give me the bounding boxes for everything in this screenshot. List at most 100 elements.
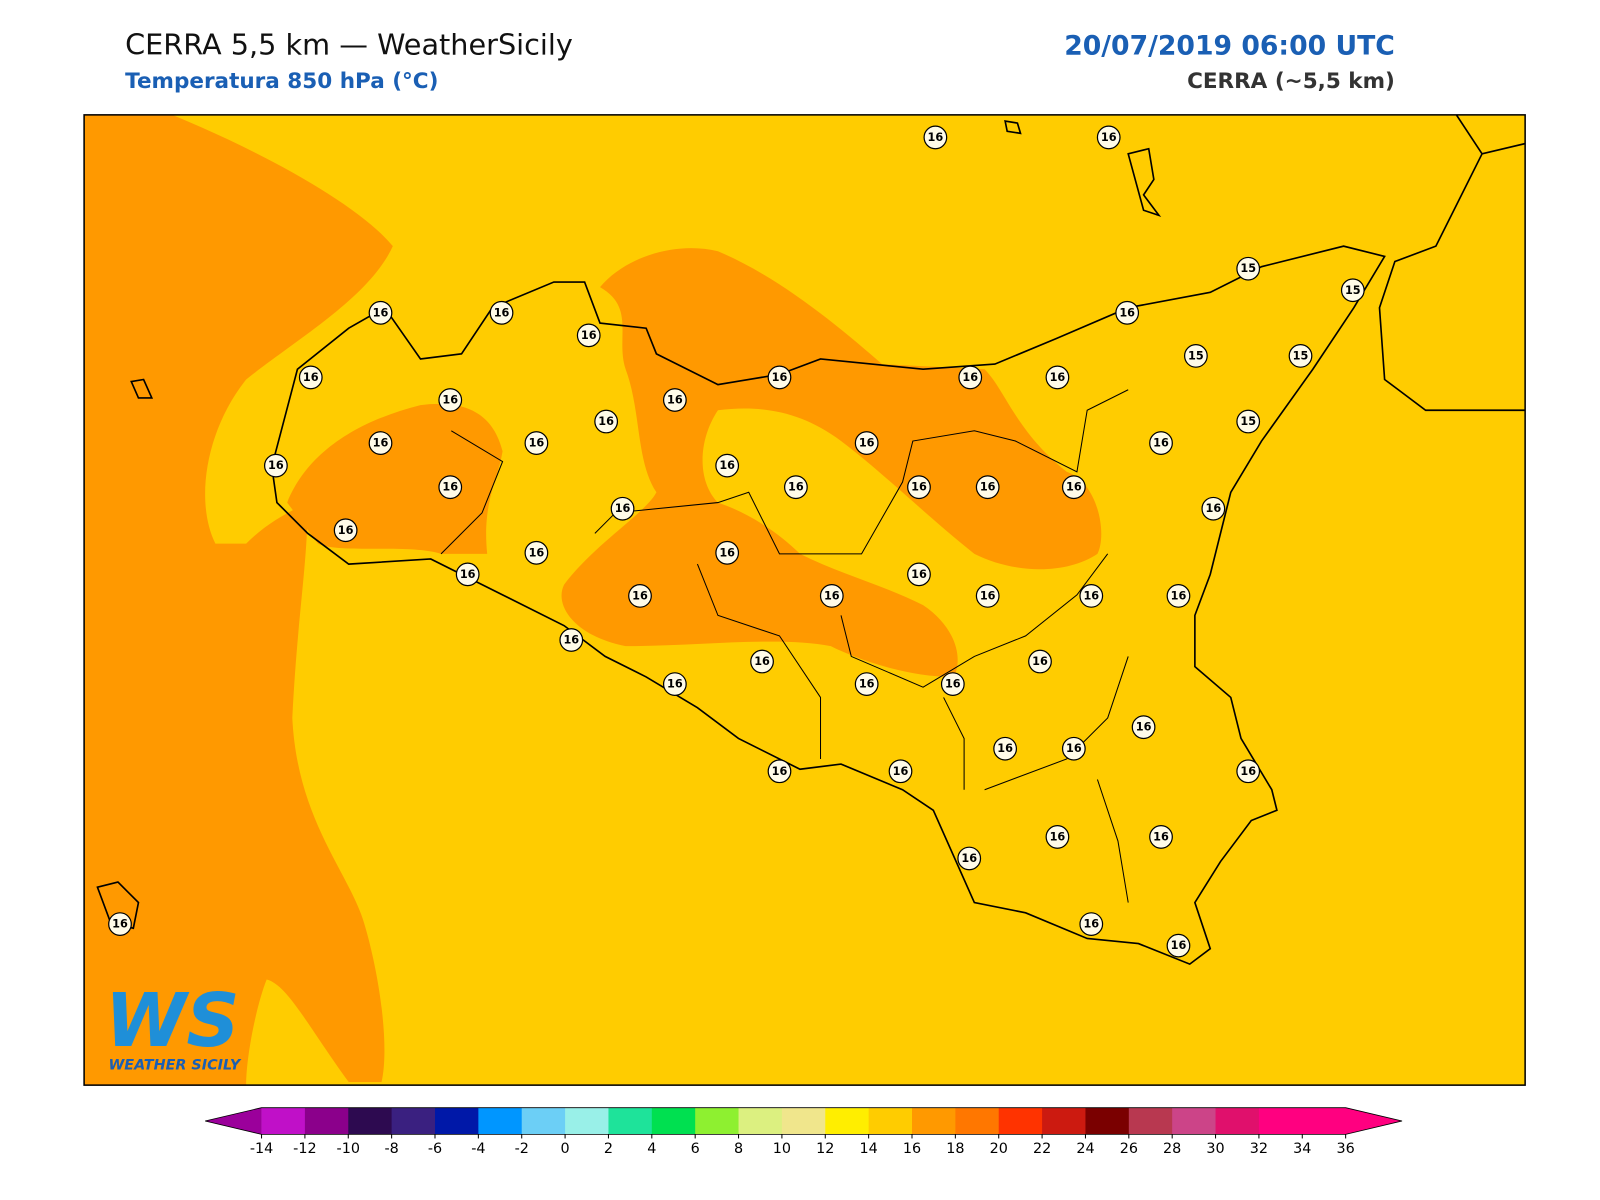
station-value: 16 bbox=[980, 589, 996, 602]
station-marker bbox=[854, 431, 879, 455]
colorbar-swatch bbox=[1215, 1107, 1260, 1135]
station-marker bbox=[662, 388, 687, 412]
station: 16 bbox=[455, 562, 480, 587]
colorbar-tick-label: 22 bbox=[1033, 1141, 1051, 1157]
station: 16 bbox=[1236, 759, 1261, 784]
station-value: 16 bbox=[373, 437, 389, 450]
station: 16 bbox=[489, 300, 514, 325]
station-value: 15 bbox=[1345, 284, 1361, 297]
colorbar-swatch bbox=[261, 1107, 306, 1135]
station: 16 bbox=[767, 759, 792, 784]
colorbar-swatch bbox=[608, 1107, 653, 1135]
colorbar-tick-label: -12 bbox=[293, 1141, 316, 1157]
station-value: 15 bbox=[1240, 262, 1256, 275]
station: 16 bbox=[1131, 715, 1156, 740]
station: 16 bbox=[1061, 736, 1086, 761]
colorbar: -14 -12 -10 -8 -6 -4 -2 0 2 4 6 8 10 12 14 16 18 20 22 24 26… bbox=[205, 1107, 1403, 1157]
station: 16 bbox=[750, 649, 774, 674]
station-marker bbox=[489, 300, 514, 325]
station-value: 16 bbox=[1240, 765, 1256, 778]
station-value: 16 bbox=[112, 918, 128, 931]
station-value: 16 bbox=[1136, 721, 1152, 734]
station-value: 16 bbox=[268, 459, 284, 472]
station-marker bbox=[1340, 278, 1365, 303]
station: 16 bbox=[1061, 475, 1086, 500]
station-value: 16 bbox=[1119, 306, 1135, 319]
station-marker bbox=[1236, 759, 1261, 784]
station: 16 bbox=[819, 583, 844, 608]
station-marker bbox=[957, 846, 982, 871]
station-value: 16 bbox=[719, 546, 735, 559]
station: 16 bbox=[1149, 431, 1173, 455]
colorbar-tick-label: 34 bbox=[1293, 1141, 1311, 1157]
station-marker bbox=[263, 453, 288, 478]
station-value: 16 bbox=[303, 371, 319, 384]
colorbar-swatch bbox=[478, 1107, 523, 1135]
station-marker bbox=[368, 300, 393, 325]
station: 16 bbox=[524, 540, 549, 565]
station-marker bbox=[958, 365, 983, 390]
station-marker bbox=[767, 759, 792, 784]
station-value: 16 bbox=[859, 678, 875, 691]
colorbar-tick-label: 30 bbox=[1206, 1141, 1224, 1157]
station: 16 bbox=[628, 583, 652, 608]
station: 16 bbox=[524, 431, 549, 455]
colorbar-swatch bbox=[1302, 1107, 1347, 1135]
colorbar-tick-label: 4 bbox=[647, 1141, 656, 1157]
colorbar-swatch bbox=[912, 1107, 956, 1135]
station: 16 bbox=[594, 409, 619, 434]
station: 16 bbox=[108, 912, 132, 936]
station-value: 16 bbox=[1032, 655, 1048, 668]
colorbar-swatch bbox=[868, 1107, 913, 1135]
colorbar-tick-label: -4 bbox=[471, 1141, 485, 1157]
colorbar-swatch bbox=[1128, 1107, 1173, 1135]
station-value: 15 bbox=[1188, 349, 1204, 362]
station-value: 16 bbox=[667, 678, 683, 691]
station-marker bbox=[1115, 300, 1140, 325]
station: 16 bbox=[715, 540, 740, 565]
station-marker bbox=[888, 759, 913, 784]
station-value: 15 bbox=[1293, 349, 1309, 362]
colorbar-swatch bbox=[348, 1107, 393, 1135]
colorbar-over bbox=[1345, 1107, 1403, 1135]
station-marker bbox=[1236, 409, 1261, 434]
warm-area bbox=[84, 114, 393, 1086]
station: 16 bbox=[1166, 933, 1191, 958]
station: 16 bbox=[783, 475, 808, 500]
station-marker bbox=[1236, 256, 1261, 281]
colorbar-swatch bbox=[1085, 1107, 1130, 1135]
station-value: 16 bbox=[529, 546, 545, 559]
station-value: 16 bbox=[1066, 481, 1082, 494]
logo-text: WEATHER SICILY bbox=[108, 1058, 241, 1074]
station-marker bbox=[524, 431, 549, 455]
station-marker bbox=[455, 562, 480, 587]
map: WS WEATHER SICILY bbox=[83, 114, 1526, 1086]
station-marker bbox=[333, 518, 358, 543]
colorbar-tick-label: 6 bbox=[691, 1141, 700, 1157]
station-value: 16 bbox=[772, 765, 788, 778]
station-marker bbox=[108, 912, 132, 936]
station-marker bbox=[298, 365, 323, 390]
station: 16 bbox=[1115, 300, 1140, 325]
colorbar-swatch bbox=[565, 1107, 609, 1135]
station: 16 bbox=[576, 323, 601, 348]
station-value: 16 bbox=[667, 394, 683, 407]
station-marker bbox=[1166, 933, 1191, 958]
colorbar-tick-label: 10 bbox=[773, 1141, 791, 1157]
station: 16 bbox=[610, 496, 635, 521]
colorbar-swatch bbox=[738, 1107, 783, 1135]
colorbar-tick-label: 26 bbox=[1120, 1141, 1138, 1157]
station-marker bbox=[1096, 125, 1121, 150]
colorbar-tick-label: 18 bbox=[946, 1141, 964, 1157]
station: 16 bbox=[958, 365, 983, 390]
station-value: 16 bbox=[529, 437, 545, 450]
station: 16 bbox=[1201, 496, 1226, 521]
station-value: 16 bbox=[754, 655, 770, 668]
station-marker bbox=[907, 562, 931, 587]
colorbar-tick-label: 28 bbox=[1163, 1141, 1181, 1157]
station-marker bbox=[975, 583, 1000, 608]
station-value: 16 bbox=[928, 131, 944, 144]
station-marker bbox=[628, 583, 652, 608]
station: 16 bbox=[923, 125, 948, 150]
